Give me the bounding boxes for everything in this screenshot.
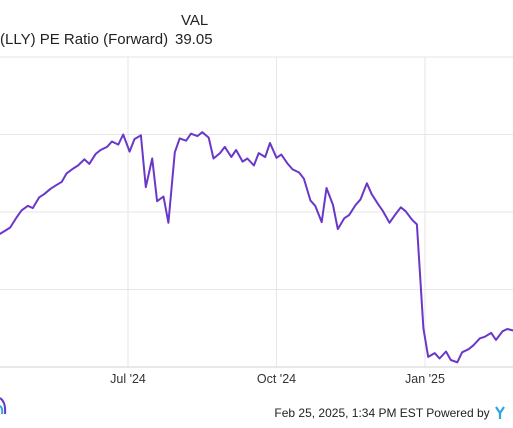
- chart-svg: [0, 56, 513, 368]
- footer-timestamp: Feb 25, 2025, 1:34 PM EST: [274, 406, 423, 420]
- logo-fragment-icon: [0, 397, 7, 415]
- legend-series-label: (LLY) PE Ratio (Forward): [0, 31, 169, 48]
- legend-header: VAL: [181, 12, 209, 29]
- footer-powered-by: Powered by: [426, 406, 490, 420]
- chart-plot-area[interactable]: [0, 56, 513, 368]
- legend-series-value: 39.05: [175, 31, 213, 48]
- series-line-lly-pe-forward[interactable]: [0, 131, 513, 364]
- ycharts-logo-icon: [495, 406, 505, 419]
- x-tick-label: Jul '24: [110, 372, 146, 386]
- chart-footer: Feb 25, 2025, 1:34 PM EST Powered by: [274, 406, 505, 420]
- x-tick-label: Oct '24: [256, 372, 297, 386]
- x-tick-label: Jan '25: [405, 372, 445, 386]
